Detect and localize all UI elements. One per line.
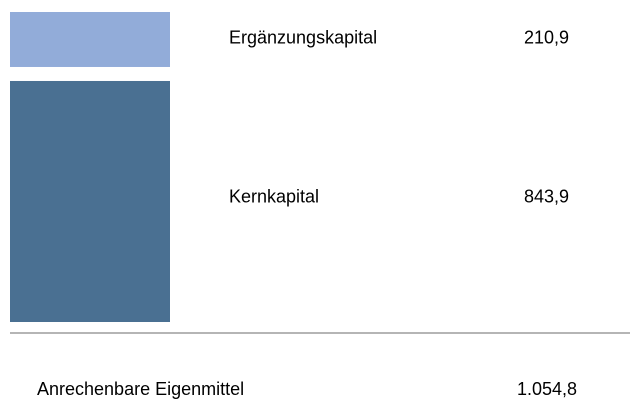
value-label: 210,9 — [524, 28, 569, 48]
value-label: 843,9 — [524, 187, 569, 207]
legend-label: Kernkapital — [229, 187, 319, 207]
legend-label: Ergänzungskapital — [229, 28, 377, 48]
bar-segment — [10, 80, 170, 323]
bar-segment — [10, 12, 170, 67]
total-label: Anrechenbare Eigenmittel — [37, 379, 244, 399]
total-value: 1.054,8 — [517, 379, 577, 399]
